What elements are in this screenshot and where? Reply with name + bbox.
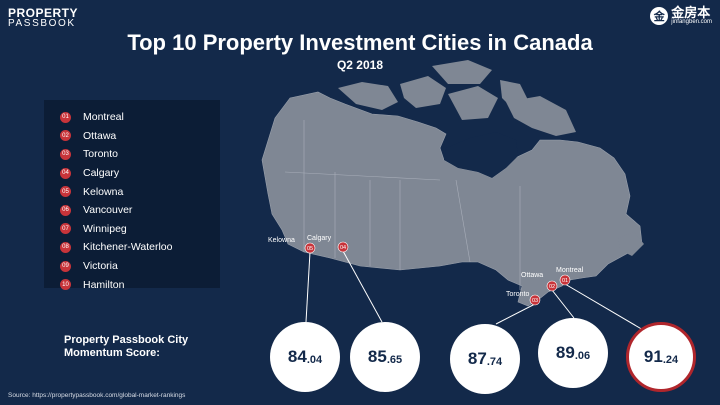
legend-item: 02 Ottawa	[60, 127, 220, 146]
score-decimal: .04	[306, 354, 323, 366]
score-circle-montreal: 91.24	[626, 322, 696, 392]
property-passbook-logo: PROPERTY PASSBOOK	[8, 7, 78, 29]
jinfangben-mark-icon: 金	[650, 6, 669, 25]
score-circle-calgary: 85.65	[350, 322, 420, 392]
jinfangben-url: jinfangben.com	[671, 19, 712, 25]
score-decimal: .74	[486, 356, 503, 368]
arctic-island-4	[432, 60, 492, 84]
score-circle-toronto: 87.74	[450, 324, 520, 394]
score-label: Property Passbook City Momentum Score:	[64, 334, 189, 360]
map-label-ottawa: Ottawa	[521, 272, 543, 279]
pin-kelowna-number: 05	[307, 246, 313, 252]
score-integer: 89	[555, 343, 575, 362]
legend-rank-badge: 09	[60, 260, 71, 272]
legend-rank-badge: 10	[60, 279, 71, 291]
map-label-montreal: Montreal	[556, 267, 584, 274]
legend-item: 07 Winnipeg	[60, 220, 220, 239]
brand-line2: PASSBOOK	[8, 18, 76, 29]
city-ranking-legend: 01 Montreal 02 Ottawa 03 Toronto 04 Calgary …	[44, 100, 220, 291]
brand-line1: PROPERTY	[8, 6, 79, 20]
score-integer: 87	[467, 349, 487, 368]
hudson-bay	[444, 132, 518, 178]
pin-toronto-number: 03	[532, 298, 538, 304]
pin-toronto	[529, 294, 541, 306]
legend-item: 01 Montreal	[60, 108, 220, 127]
arctic-island-3	[448, 86, 498, 120]
legend-city-name: Kitchener-Waterloo	[83, 241, 173, 254]
canada-mainland-shape	[261, 91, 643, 307]
score-decimal: .06	[574, 350, 591, 362]
score-circle-kelowna: 84.04	[270, 322, 340, 392]
pin-calgary	[337, 241, 349, 253]
map-label-toronto: Toronto	[506, 291, 529, 298]
pin-montreal	[559, 274, 571, 286]
legend-city-name: Winnipeg	[83, 222, 127, 235]
jinfangben-name: 金房本	[671, 5, 711, 20]
legend-item: 06 Vancouver	[60, 201, 220, 220]
legend-item: 05 Kelowna	[60, 182, 220, 201]
legend-item: 10 Hamilton	[60, 275, 220, 294]
page-title: Top 10 Property Investment Cities in Can…	[127, 30, 593, 55]
legend-city-name: Kelowna	[83, 185, 124, 198]
map-label-kelowna: Kelowna	[268, 237, 295, 244]
pin-ottawa	[546, 280, 558, 292]
map-label-calgary: Calgary	[307, 235, 332, 242]
legend-item: 03 Toronto	[60, 145, 220, 164]
legend-city-name: Ottawa	[83, 129, 117, 142]
pin-montreal-number: 01	[562, 278, 568, 284]
score-integer: 91	[643, 347, 663, 366]
page-subtitle: Q2 2018	[336, 58, 384, 72]
score-circle-ottawa: 89.06	[538, 318, 608, 388]
legend-item: 09 Victoria	[60, 257, 220, 276]
legend-item: 08 Kitchener-Waterloo	[60, 238, 220, 257]
arctic-island-1	[338, 82, 398, 110]
legend-city-name: Calgary	[83, 167, 120, 180]
pin-kelowna	[304, 242, 316, 254]
pin-ottawa-number: 02	[549, 284, 555, 290]
legend-city-name: Hamilton	[83, 278, 125, 291]
province-borders	[284, 120, 521, 290]
legend-rank-badge: 06	[60, 204, 71, 216]
connector-lines	[305, 250, 651, 335]
score-integer: 85	[367, 347, 387, 366]
newfoundland	[618, 232, 644, 256]
legend-rank-badge: 01	[60, 111, 71, 123]
score-decimal: .65	[386, 354, 403, 366]
legend-rank-badge: 02	[60, 130, 71, 142]
legend-rank-badge: 07	[60, 223, 71, 235]
legend-rank-badge: 04	[60, 167, 71, 179]
score-integer: 84	[287, 347, 307, 366]
legend-city-name: Victoria	[83, 260, 118, 273]
arctic-island-2	[400, 76, 446, 108]
legend-rank-badge: 08	[60, 241, 71, 253]
score-decimal: .24	[662, 354, 679, 366]
legend-city-name: Toronto	[83, 148, 119, 161]
legend-rank-badge: 05	[60, 186, 71, 198]
baffin-island	[506, 96, 576, 136]
legend-item: 04 Calgary	[60, 164, 220, 183]
pin-calgary-number: 04	[340, 245, 346, 251]
legend-city-name: Montreal	[83, 111, 124, 124]
legend-city-name: Vancouver	[83, 204, 133, 217]
legend-rank-badge: 03	[60, 148, 71, 160]
jinfangben-logo: 金 金房本 jinfangben.com	[650, 6, 712, 25]
source-note: Source: https://propertypassbook.com/glo…	[8, 392, 186, 399]
